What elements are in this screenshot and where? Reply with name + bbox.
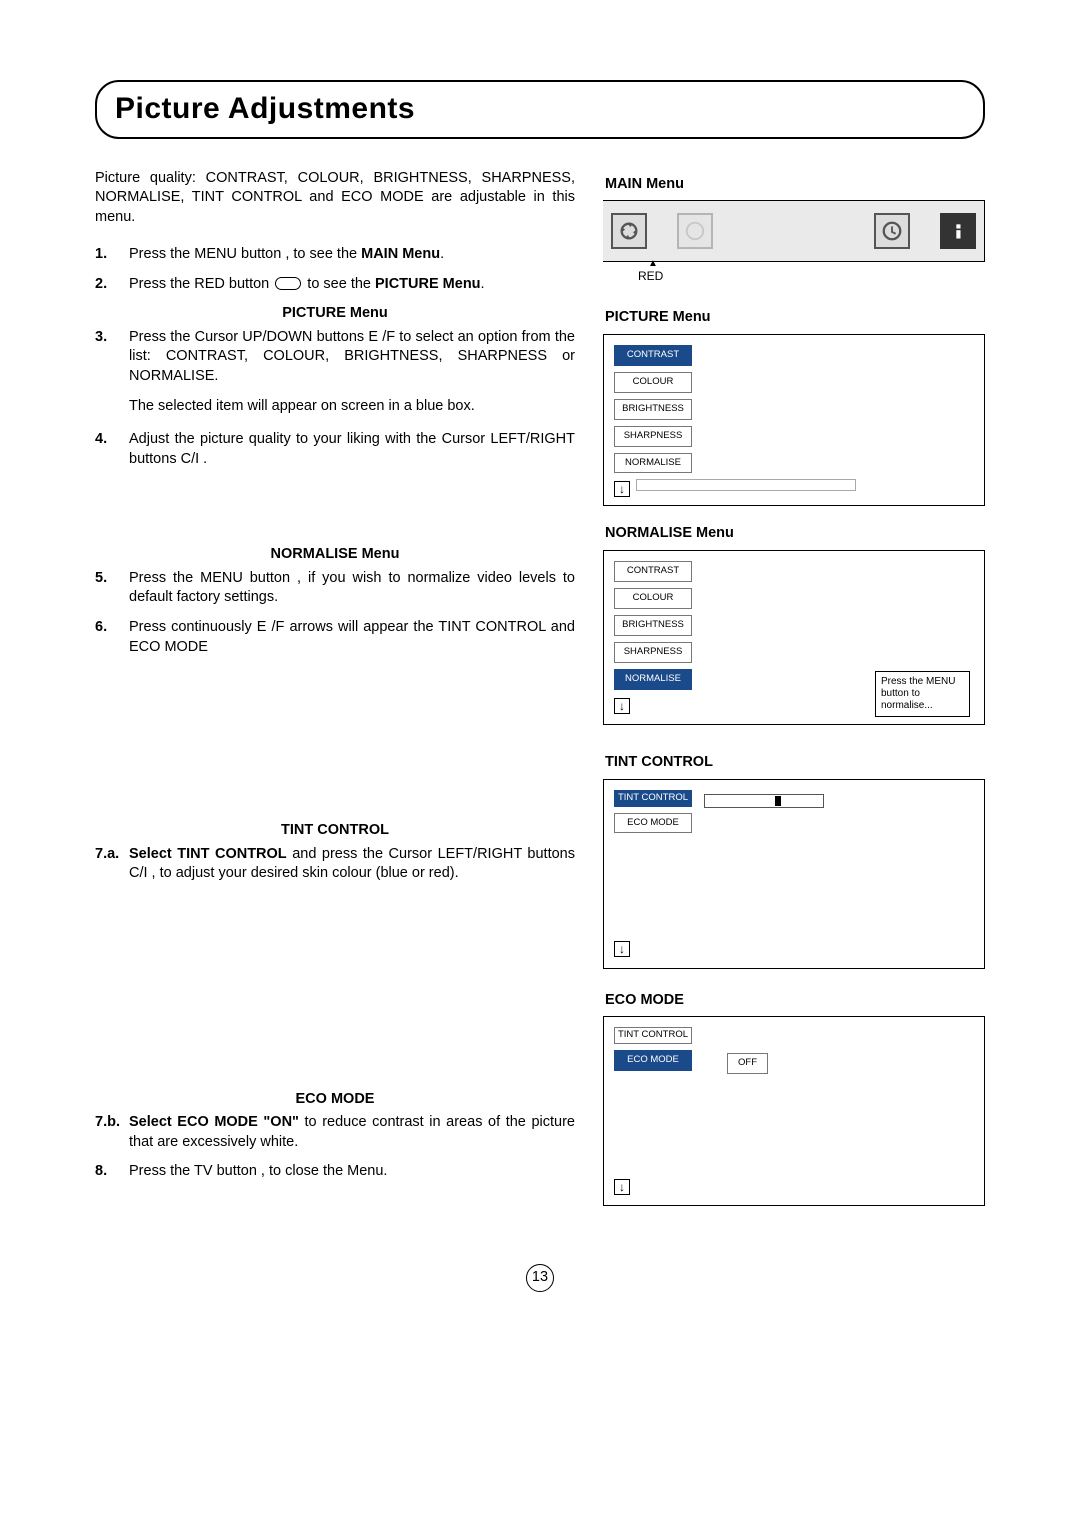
- page-title-capsule: Picture Adjustments: [95, 80, 985, 139]
- text-bold: PICTURE Menu: [375, 276, 481, 292]
- main-menu-screen: [603, 200, 985, 262]
- down-arrow-icon: ↓: [614, 698, 630, 714]
- step-text: Select TINT CONTROL and press the Cursor…: [129, 845, 575, 884]
- menu-item-sharpness: SHARPNESS: [614, 426, 692, 447]
- step-7b: 7.b. Select ECO MODE "ON" to reduce cont…: [95, 1113, 575, 1152]
- menu-item-normalise: NORMALISE: [614, 669, 692, 690]
- menu-item-contrast: CONTRAST: [614, 561, 692, 582]
- text-bold: MAIN Menu: [361, 246, 440, 262]
- menu-item-colour: COLOUR: [614, 372, 692, 393]
- step-3: 3. Press the Cursor UP/DOWN buttons E /F…: [95, 328, 575, 387]
- content-columns: Picture quality: CONTRAST, COLOUR, BRIGH…: [95, 169, 985, 1225]
- step-num: 3.: [95, 328, 129, 387]
- eco-mode-value: OFF: [727, 1053, 768, 1074]
- step-num: 7.a.: [95, 845, 129, 884]
- step-2: 2. Press the RED button to see the PICTU…: [95, 275, 575, 295]
- step-3-sub: The selected item will appear on screen …: [129, 397, 575, 417]
- heading-eco-mode: ECO MODE: [605, 991, 985, 1011]
- menu-item-eco-mode: ECO MODE: [614, 813, 692, 834]
- step-text: Press the RED button to see the PICTURE …: [129, 275, 575, 295]
- menu-item-contrast: CONTRAST: [614, 345, 692, 366]
- menu-item-sharpness: SHARPNESS: [614, 642, 692, 663]
- down-arrow-icon: ↓: [614, 941, 630, 957]
- normalise-tooltip: Press the MENU button to normalise...: [875, 671, 970, 717]
- step-text: Press the MENU button , if you wish to n…: [129, 569, 575, 608]
- heading-normalise-menu: NORMALISE Menu: [605, 524, 985, 544]
- step-text: Select ECO MODE "ON" to reduce contrast …: [129, 1113, 575, 1152]
- heading-main-menu: MAIN Menu: [605, 175, 985, 195]
- menu-item-tint-control: TINT CONTROL: [614, 1027, 692, 1044]
- step-5: 5. Press the MENU button , if you wish t…: [95, 569, 575, 608]
- text: Press the RED button: [129, 276, 273, 292]
- tint-slider: [704, 794, 824, 808]
- menu-item-tint-control: TINT CONTROL: [614, 790, 692, 807]
- down-arrow-icon: ↓: [614, 1179, 630, 1195]
- step-text: Adjust the picture quality to your likin…: [129, 430, 575, 469]
- step-num: 7.b.: [95, 1113, 129, 1152]
- main-menu-icon-1: [611, 213, 647, 249]
- text: .: [440, 246, 444, 262]
- subheading-picture: PICTURE Menu: [129, 304, 541, 324]
- red-label: RED: [638, 268, 985, 284]
- step-text: Press the TV button , to close the Menu.: [129, 1162, 575, 1182]
- heading-tint-control: TINT CONTROL: [605, 753, 985, 773]
- main-menu-icon-4: [940, 213, 976, 249]
- eco-mode-screen: TINT CONTROL ECO MODE OFF ↓: [603, 1016, 985, 1206]
- right-column: MAIN Menu RED PICTURE Menu CONTRAST COLO…: [603, 169, 985, 1225]
- red-button-icon: [275, 277, 301, 290]
- step-6: 6. Press continuously E /F arrows will a…: [95, 618, 575, 657]
- step-text: Press the Cursor UP/DOWN buttons E /F to…: [129, 328, 575, 387]
- picture-menu-screen: CONTRAST COLOUR BRIGHTNESS SHARPNESS NOR…: [603, 334, 985, 507]
- menu-item-normalise: NORMALISE: [614, 453, 692, 474]
- step-num: 8.: [95, 1162, 129, 1182]
- text: to see the: [303, 276, 375, 292]
- text-bold: Select ECO MODE "ON": [129, 1114, 299, 1130]
- empty-slot: [636, 479, 856, 491]
- intro-text: Picture quality: CONTRAST, COLOUR, BRIGH…: [95, 169, 575, 228]
- menu-item-brightness: BRIGHTNESS: [614, 399, 692, 420]
- step-num: 2.: [95, 275, 129, 295]
- normalise-menu-screen: CONTRAST COLOUR BRIGHTNESS SHARPNESS NOR…: [603, 550, 985, 725]
- step-text: Press the MENU button , to see the MAIN …: [129, 245, 575, 265]
- step-4: 4. Adjust the picture quality to your li…: [95, 430, 575, 469]
- main-menu-icon-3: [874, 213, 910, 249]
- menu-item-colour: COLOUR: [614, 588, 692, 609]
- step-text: Press continuously E /F arrows will appe…: [129, 618, 575, 657]
- subheading-tint: TINT CONTROL: [129, 821, 541, 841]
- page-title: Picture Adjustments: [115, 89, 965, 130]
- menu-item-brightness: BRIGHTNESS: [614, 615, 692, 636]
- page-number-value: 13: [526, 1264, 554, 1292]
- main-menu-icon-2: [677, 213, 713, 249]
- subheading-normalise: NORMALISE Menu: [129, 545, 541, 565]
- step-num: 1.: [95, 245, 129, 265]
- step-8: 8. Press the TV button , to close the Me…: [95, 1162, 575, 1182]
- text: Press the MENU button , to see the: [129, 246, 361, 262]
- tint-control-screen: TINT CONTROL ECO MODE ↓: [603, 779, 985, 969]
- step-7a: 7.a. Select TINT CONTROL and press the C…: [95, 845, 575, 884]
- subheading-eco: ECO MODE: [129, 1090, 541, 1110]
- down-arrow-icon: ↓: [614, 481, 630, 497]
- step-1: 1. Press the MENU button , to see the MA…: [95, 245, 575, 265]
- step-num: 6.: [95, 618, 129, 657]
- text: .: [481, 276, 485, 292]
- text-bold: Select TINT CONTROL: [129, 846, 287, 862]
- left-column: Picture quality: CONTRAST, COLOUR, BRIGH…: [95, 169, 575, 1225]
- step-num: 4.: [95, 430, 129, 469]
- page-number: 13: [95, 1264, 985, 1292]
- step-num: 5.: [95, 569, 129, 608]
- heading-picture-menu: PICTURE Menu: [605, 308, 985, 328]
- menu-item-eco-mode: ECO MODE: [614, 1050, 692, 1071]
